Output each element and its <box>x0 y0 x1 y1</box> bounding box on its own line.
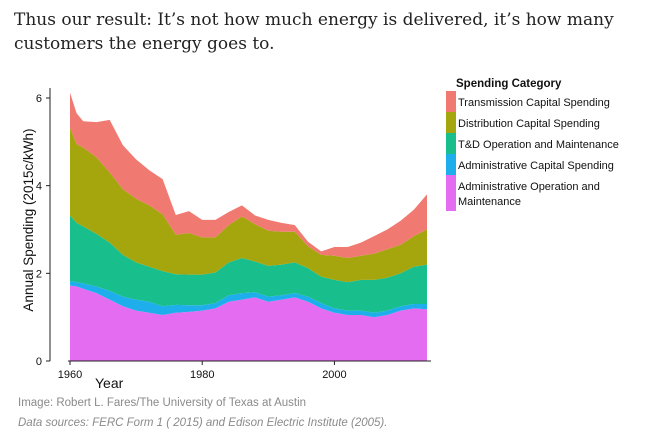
area-administrative-capital-spending <box>70 281 427 318</box>
area-transmission-capital-spending <box>70 92 427 258</box>
chart-areas <box>70 92 427 361</box>
legend-label: Administrative Operation and Maintenance <box>458 181 600 208</box>
area-administrative-operation-and-maintenance <box>70 285 427 361</box>
legend-label: T&D Operation and Maintenance <box>458 139 619 151</box>
x-tick-label: 2000 <box>322 369 346 381</box>
image-credit: Image: Robert L. Fares/The University of… <box>18 397 307 409</box>
x-tick-label: 1980 <box>190 369 214 381</box>
legend-swatch <box>446 112 456 133</box>
legend-swatch <box>446 133 456 154</box>
chart-legend: Spending Category Transmission Capital S… <box>446 78 619 211</box>
y-tick-label: 0 <box>36 356 42 368</box>
legend-label: Distribution Capital Spending <box>458 118 600 130</box>
data-sources: Data sources: FERC Form 1 ( 2015) and Ed… <box>18 417 388 429</box>
y-axis-label: Annual Spending (2015c/kWh) <box>21 128 36 311</box>
x-axis-label: Year <box>95 375 124 391</box>
x-tick-label: 1960 <box>58 369 82 381</box>
legend-swatch <box>446 91 456 112</box>
legend-label: Transmission Capital Spending <box>458 97 610 109</box>
legend-swatch <box>446 175 456 211</box>
legend-title: Spending Category <box>456 78 562 90</box>
area-t-d-operation-and-maintenance <box>70 215 427 313</box>
chart-ticks: 0 2 4 6 1960 1980 2000 <box>36 93 347 381</box>
legend-swatch <box>446 154 456 175</box>
headline: Thus our result: It’s not how much energ… <box>14 10 614 54</box>
legend-label: Administrative Capital Spending <box>458 160 614 172</box>
chart-axes <box>49 88 431 362</box>
y-tick-label: 6 <box>36 93 42 105</box>
y-tick-label: 4 <box>36 181 42 193</box>
area-distribution-capital-spending <box>70 127 427 283</box>
y-tick-label: 2 <box>36 268 42 280</box>
stacked-area-chart: 0 2 4 6 1960 1980 2000 Year Annual Spending (2… <box>21 78 619 391</box>
